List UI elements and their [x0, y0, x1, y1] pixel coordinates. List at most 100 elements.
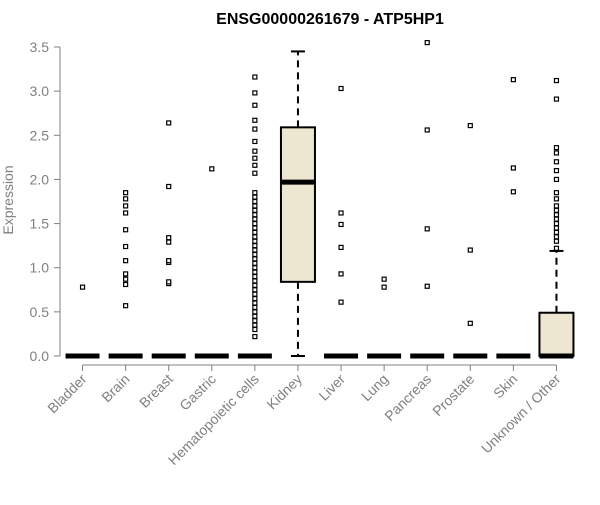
outlier-point: [553, 245, 560, 251]
y-tick-label: 1.0: [30, 260, 50, 276]
y-tick-label: 2.5: [30, 127, 50, 143]
x-tick-label: Gastric: [176, 371, 219, 414]
outlier-point: [252, 318, 258, 324]
outlier-point: [553, 96, 560, 102]
outlier-point: [252, 273, 258, 280]
outlier-point: [252, 212, 258, 218]
outlier-point: [424, 283, 430, 289]
chart-title: ENSG00000261679 - ATP5HP1: [216, 11, 444, 28]
outlier-point: [553, 159, 560, 165]
outlier-point: [424, 226, 430, 232]
outlier-point: [553, 77, 560, 84]
outlier-point: [166, 235, 172, 241]
outlier-point: [79, 284, 86, 290]
outlier-point: [338, 271, 344, 277]
outlier-point: [252, 322, 258, 328]
outlier-point: [252, 243, 258, 249]
outlier-point: [252, 282, 258, 288]
outlier-point: [166, 120, 172, 126]
outlier-point: [424, 39, 430, 46]
box-iqr: [279, 126, 316, 283]
outlier-point: [252, 117, 258, 123]
outlier-point: [123, 190, 129, 196]
outlier-point: [252, 291, 258, 297]
outlier-point: [252, 287, 258, 293]
outlier-point: [166, 279, 172, 285]
outlier-point: [252, 229, 258, 235]
x-tick-label: Brain: [98, 371, 132, 405]
outlier-point: [252, 238, 258, 244]
outlier-point: [123, 203, 129, 209]
outlier-point: [252, 170, 258, 176]
x-tick-label: Kidney: [263, 371, 305, 413]
outlier-point: [553, 220, 560, 227]
outlier-point: [338, 85, 344, 92]
outlier-point: [252, 207, 258, 213]
outlier-point: [553, 203, 560, 209]
y-axis-label: Expression: [0, 165, 16, 234]
outlier-point: [553, 150, 560, 156]
outlier-point: [252, 333, 258, 340]
x-tick-label: Bladder: [44, 371, 90, 417]
outlier-point: [252, 216, 258, 222]
outlier-point: [123, 276, 129, 282]
outlier-point: [510, 165, 516, 171]
outlier-point: [123, 227, 129, 233]
outlier-point: [553, 190, 560, 196]
y-tick-label: 3.5: [30, 39, 50, 55]
boxes-layer: [65, 50, 575, 359]
outlier-point: [209, 166, 215, 172]
outlier-point: [123, 303, 129, 309]
outlier-point: [166, 239, 172, 245]
outlier-point: [252, 247, 258, 253]
outlier-point: [553, 216, 560, 222]
outlier-point: [166, 183, 172, 190]
outlier-point: [123, 243, 129, 250]
outlier-point: [252, 220, 258, 227]
outlier-point: [553, 238, 560, 244]
outlier-point: [553, 229, 560, 235]
outlier-point: [252, 225, 258, 231]
outlier-point: [252, 74, 258, 80]
outlier-point: [424, 127, 430, 133]
y-tick-label: 0.0: [30, 348, 50, 364]
outlier-point: [252, 260, 258, 266]
outlier-point: [467, 320, 473, 326]
outlier-point: [553, 225, 560, 231]
outlier-point: [467, 247, 473, 253]
outlier-point: [166, 258, 172, 264]
outlier-point: [467, 122, 473, 129]
outlier-point: [252, 309, 258, 315]
outlier-point: [252, 194, 258, 200]
y-tick-label: 2.0: [30, 171, 50, 187]
outlier-point: [381, 276, 387, 282]
outlier-point: [553, 168, 560, 174]
box-group: [538, 249, 575, 359]
outlier-point: [252, 296, 258, 302]
outlier-point: [338, 221, 344, 228]
outlier-point: [252, 300, 258, 306]
outlier-point: [252, 304, 258, 311]
outlier-point: [123, 258, 129, 264]
x-tick-label: Pancreas: [381, 371, 434, 424]
y-tick-label: 1.5: [30, 216, 50, 232]
outlier-point: [252, 278, 258, 284]
outlier-point: [123, 271, 129, 277]
x-tick-label: Unknown / Other: [478, 371, 564, 457]
outlier-point: [123, 210, 129, 216]
x-tick-label: Liver: [315, 371, 348, 404]
outlier-point: [252, 326, 258, 333]
outlier-point: [123, 196, 129, 202]
outlier-point: [252, 190, 258, 196]
outlier-point: [252, 90, 258, 96]
x-tick-label: Breast: [136, 371, 176, 411]
x-tick-label: Skin: [490, 371, 521, 402]
y-tick-label: 0.5: [30, 304, 50, 320]
outlier-point: [553, 196, 560, 202]
outlier-point: [252, 148, 258, 154]
outlier-point: [252, 203, 258, 209]
outlier-point: [252, 256, 258, 262]
outliers-layer: [79, 39, 560, 340]
outlier-point: [553, 145, 560, 151]
outlier-point: [252, 155, 258, 161]
